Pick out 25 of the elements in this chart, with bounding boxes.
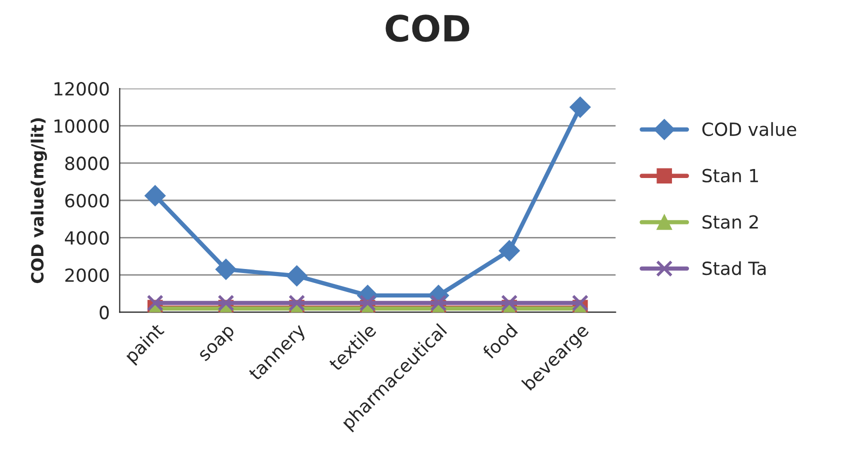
y-tick-label: 8000 (65, 156, 109, 170)
chart-title: COD (386, 14, 470, 42)
point (146, 294, 164, 312)
point (288, 294, 306, 312)
y-tick-label: 6000 (65, 194, 109, 208)
y-tick-label: 4000 (64, 231, 109, 245)
y-tick-label: 0 (100, 306, 109, 320)
y-axis-title: COD value(mg/lit) (30, 118, 47, 284)
point (498, 240, 520, 262)
point (215, 258, 236, 280)
point (144, 185, 166, 206)
point (359, 294, 376, 312)
point (570, 96, 591, 118)
y-tick-label: 2000 (65, 268, 109, 282)
point (572, 294, 589, 312)
y-tick-label: 12000 (54, 82, 109, 96)
legend-label: Stan 2 (702, 215, 758, 229)
legend-label: COD value (702, 122, 796, 136)
y-tick-label: 10000 (54, 119, 109, 133)
point (218, 294, 234, 312)
legend-label: Stad Ta (702, 261, 766, 276)
legend-label: Stan 1 (702, 168, 758, 182)
point (501, 294, 518, 312)
point (286, 265, 308, 286)
point (430, 294, 447, 312)
